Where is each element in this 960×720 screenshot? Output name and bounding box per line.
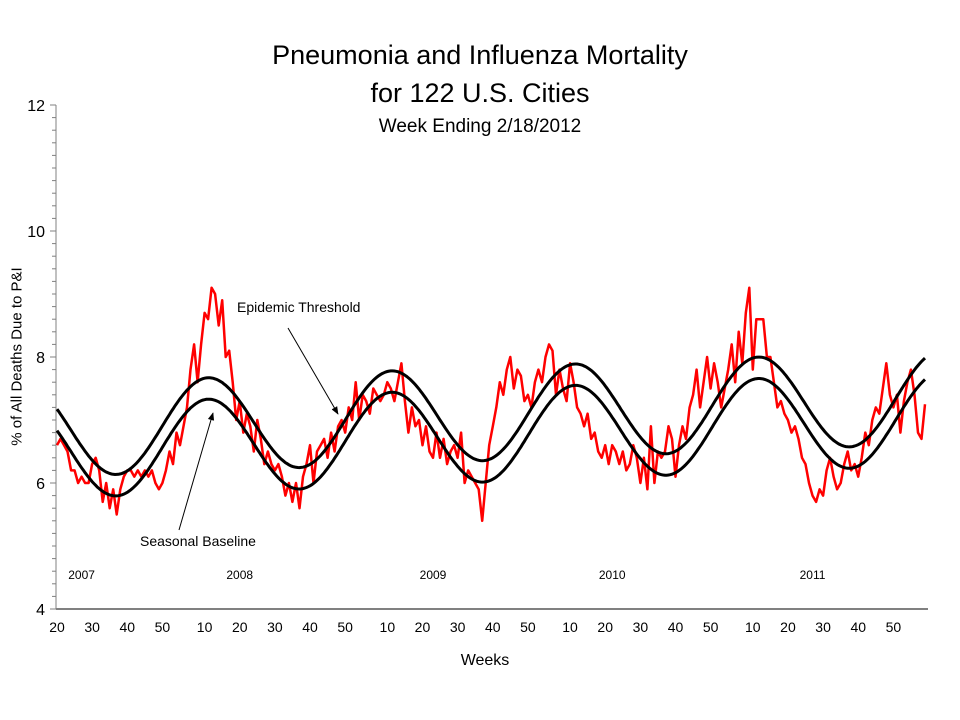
chart-title-line2: for 122 U.S. Cities [370, 78, 590, 108]
year-label: 2007 [68, 568, 95, 582]
y-tick-label: 4 [36, 602, 45, 619]
chart-subtitle: Week Ending 2/18/2012 [378, 116, 582, 137]
x-axis-label: Weeks [460, 652, 510, 669]
x-tick-label: 10 [380, 619, 396, 635]
x-tick-label: 50 [886, 619, 902, 635]
x-tick-label: 40 [485, 619, 501, 635]
year-label: 2008 [226, 568, 253, 582]
observed-series-line [55, 286, 927, 523]
x-tick-label: 30 [633, 619, 649, 635]
x-tick-label: 40 [850, 619, 866, 635]
y-tick-label: 8 [36, 350, 45, 367]
x-tick-label: 10 [562, 619, 578, 635]
chart-title: Pneumonia and Influenza Mortality [272, 40, 688, 70]
year-label: 2009 [420, 568, 447, 582]
x-tick-label: 10 [745, 619, 761, 635]
x-tick-label: 30 [84, 619, 100, 635]
y-tick-label: 6 [36, 476, 45, 493]
x-tick-label: 40 [119, 619, 135, 635]
x-tick-label: 20 [49, 619, 65, 635]
x-tick-label: 50 [520, 619, 536, 635]
x-tick-label: 50 [155, 619, 171, 635]
annotation-threshold-arrow [287, 327, 339, 415]
year-label: 2010 [599, 568, 626, 582]
x-tick-label: 50 [703, 619, 719, 635]
y-tick-label: 10 [27, 224, 45, 241]
year-label: 2011 [800, 568, 826, 582]
x-tick-label: 20 [232, 619, 248, 635]
seasonal-baseline-line [55, 377, 927, 498]
x-tick-label: 30 [267, 619, 283, 635]
annotation-epidemic-threshold: Epidemic Threshold [237, 299, 360, 315]
x-tick-label: 20 [597, 619, 613, 635]
x-tick-label: 20 [780, 619, 796, 635]
annotation-baseline-arrow [178, 412, 215, 531]
x-tick-label: 50 [337, 619, 353, 635]
x-tick-label: 10 [197, 619, 213, 635]
x-tick-label: 30 [815, 619, 831, 635]
x-tick-label: 30 [450, 619, 466, 635]
x-tick-label: 40 [668, 619, 684, 635]
y-tick-label: 12 [27, 98, 45, 115]
annotation-seasonal-baseline: Seasonal Baseline [140, 533, 256, 549]
epidemic-threshold-line [55, 355, 927, 477]
x-tick-label: 40 [302, 619, 318, 635]
x-tick-label: 20 [415, 619, 431, 635]
